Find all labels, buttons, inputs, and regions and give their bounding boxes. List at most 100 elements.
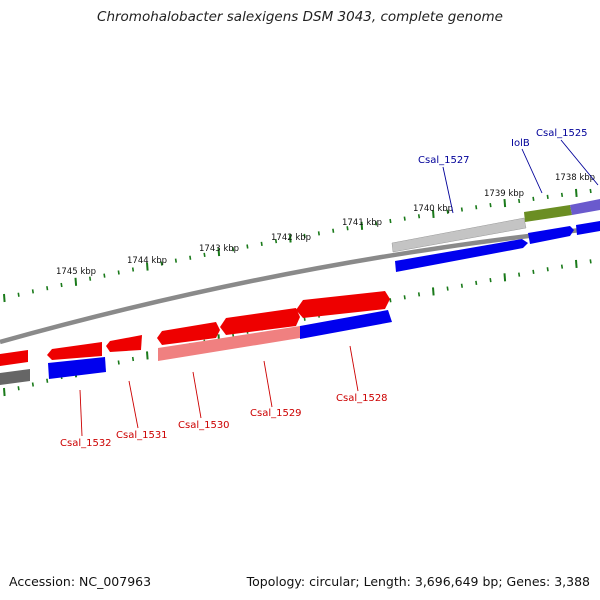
minor-tick [131,356,135,362]
minor-tick [260,241,263,246]
gene-red-left [0,350,28,366]
minor-tick [489,203,492,208]
minor-tick [489,277,492,283]
major-tick [146,262,149,271]
gene-red-1528 [296,291,390,318]
minor-tick [46,286,49,291]
minor-tick [189,255,192,260]
minor-tick [389,298,392,303]
minor-tick [475,280,478,286]
minor-tick [460,207,463,212]
leader-line-1529 [263,360,273,408]
minor-tick [546,267,549,272]
gene-blue-1525 [576,221,600,235]
minor-tick [532,196,535,201]
major-tick [3,293,6,303]
gene-red-1530 [157,322,220,345]
minor-tick [560,264,564,269]
minor-tick [17,386,20,391]
minor-tick [417,292,421,297]
major-tick [575,259,578,269]
scale-label-1739: 1739 kbp [484,189,524,199]
gene-label-1527: Csal_1527 [418,155,470,166]
minor-tick [274,239,278,244]
minor-tick [475,205,478,210]
major-tick [360,221,364,230]
scale-label-1742: 1742 kbp [271,233,311,243]
feature-light-red [158,326,300,361]
minor-tick [60,282,63,288]
gene-red-1531 [106,335,142,352]
minor-tick [332,228,335,233]
accession-text: Accession: NC_007963 [9,574,152,589]
backbone-arc [0,225,600,345]
gene-label-1530: Csal_1530 [178,420,230,431]
major-tick [217,248,221,257]
minor-tick [589,188,592,194]
minor-tick [346,226,349,231]
feature-gray-forward [391,217,527,253]
leader-line-1525 [560,139,599,186]
minor-tick [203,252,206,258]
scale-label-1743: 1743 kbp [199,244,239,254]
scale-label-1740: 1740 kbp [413,204,453,214]
minor-tick [518,272,521,277]
major-tick [432,209,435,219]
topology-text: Topology: circular; Length: 3,696,649 bp… [246,574,590,589]
major-tick [146,351,149,360]
leader-line-1528 [349,345,359,392]
minor-tick [232,247,235,252]
minor-tick [460,283,463,288]
minor-tick [518,198,521,204]
leader-line-1532 [79,389,83,437]
minor-tick [389,218,392,224]
leader-line-1531 [128,380,139,429]
map-title: Chromohalobacter salexigens DSM 3043, co… [97,9,503,25]
scale-label-1745: 1745 kbp [56,267,96,277]
major-tick [289,234,292,243]
gene-label-1531: Csal_1531 [116,430,168,441]
outer-tick-row [3,188,592,303]
minor-tick [160,261,163,266]
minor-tick [103,273,106,278]
minor-tick [403,295,406,300]
minor-tick [560,192,564,197]
gene-blue-iolb [528,226,574,244]
minor-tick [303,233,306,239]
gene-red-1529 [220,308,300,335]
minor-tick [174,258,177,263]
gene-red-1532 [47,342,102,360]
minor-tick [46,378,49,383]
major-tick [74,277,78,286]
major-tick [575,188,578,198]
major-tick [503,273,507,282]
gene-label-1532: Csal_1532 [60,438,112,449]
feature-green [524,205,572,222]
scale-label-1741: 1741 kbp [342,218,382,228]
minor-tick [589,259,592,264]
minor-tick [546,194,549,199]
major-tick [3,387,6,397]
minor-tick [117,360,120,365]
scale-label-1738: 1738 kbp [555,173,595,183]
minor-tick [532,269,535,275]
minor-tick [31,382,34,387]
minor-tick [131,267,135,272]
minor-tick [17,292,20,297]
minor-tick [375,221,378,226]
minor-tick [403,216,406,221]
gene-blue-1527 [395,239,528,272]
minor-tick [446,209,449,214]
minor-tick [117,270,120,275]
minor-tick [246,244,249,249]
minor-tick [446,286,449,291]
leader-line-1527 [442,166,454,214]
gene-blue-left [48,357,106,379]
gene-blue-1528 [300,310,392,339]
scale-label-1744: 1744 kbp [127,256,167,266]
minor-tick [317,231,320,236]
leader-line-1530 [192,371,202,419]
minor-tick [417,214,421,219]
gene-label-iolb: IolB [511,138,530,149]
